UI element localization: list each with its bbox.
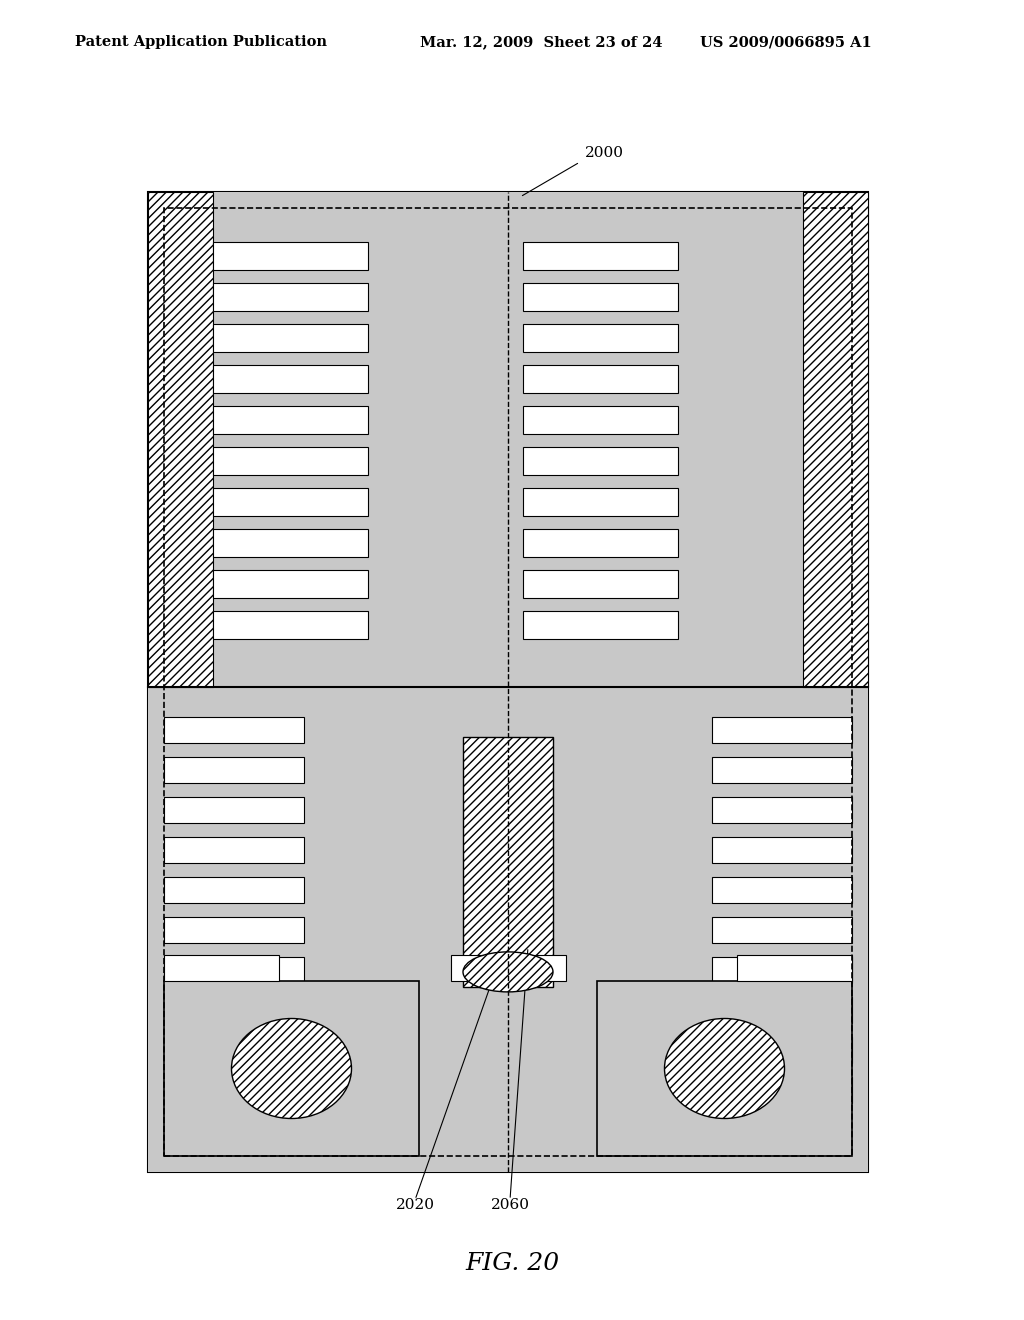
- Bar: [164, 954, 279, 981]
- Text: US 2009/0066895 A1: US 2009/0066895 A1: [700, 36, 871, 49]
- Bar: [712, 756, 852, 783]
- Bar: [523, 242, 678, 271]
- Bar: [164, 1038, 304, 1063]
- Bar: [164, 957, 304, 983]
- Bar: [148, 191, 213, 686]
- Bar: [213, 242, 368, 271]
- Bar: [712, 717, 852, 743]
- Bar: [712, 1077, 852, 1104]
- Ellipse shape: [665, 1019, 784, 1118]
- Text: 2060: 2060: [490, 1199, 529, 1212]
- Bar: [737, 954, 852, 981]
- Ellipse shape: [463, 952, 553, 991]
- Bar: [523, 447, 678, 475]
- Bar: [712, 997, 852, 1023]
- Bar: [523, 366, 678, 393]
- Bar: [712, 957, 852, 983]
- Bar: [213, 447, 368, 475]
- Bar: [164, 876, 304, 903]
- Bar: [148, 191, 868, 1172]
- Bar: [712, 876, 852, 903]
- Text: 2020: 2020: [395, 1199, 434, 1212]
- Bar: [523, 529, 678, 557]
- Bar: [712, 1038, 852, 1063]
- Bar: [164, 797, 304, 822]
- Text: 2000: 2000: [585, 147, 624, 160]
- Text: Mar. 12, 2009  Sheet 23 of 24: Mar. 12, 2009 Sheet 23 of 24: [420, 36, 663, 49]
- Bar: [164, 837, 304, 863]
- Bar: [164, 981, 419, 1156]
- Bar: [451, 954, 566, 981]
- Bar: [523, 323, 678, 352]
- Bar: [712, 837, 852, 863]
- Bar: [213, 323, 368, 352]
- Bar: [213, 611, 368, 639]
- Bar: [803, 191, 868, 686]
- Bar: [148, 191, 868, 686]
- Bar: [523, 282, 678, 312]
- Ellipse shape: [231, 1019, 351, 1118]
- Bar: [213, 488, 368, 516]
- Bar: [523, 611, 678, 639]
- Bar: [213, 529, 368, 557]
- Bar: [712, 917, 852, 942]
- Bar: [523, 488, 678, 516]
- Bar: [597, 981, 852, 1156]
- Bar: [164, 756, 304, 783]
- Bar: [164, 997, 304, 1023]
- Bar: [712, 797, 852, 822]
- Bar: [164, 917, 304, 942]
- Bar: [213, 407, 368, 434]
- Bar: [213, 366, 368, 393]
- Bar: [164, 717, 304, 743]
- Bar: [164, 1077, 304, 1104]
- Text: Patent Application Publication: Patent Application Publication: [75, 36, 327, 49]
- Bar: [164, 209, 852, 1156]
- Bar: [148, 686, 868, 1172]
- Bar: [463, 737, 553, 987]
- Text: FIG. 20: FIG. 20: [465, 1251, 559, 1275]
- Bar: [213, 570, 368, 598]
- Bar: [523, 570, 678, 598]
- Bar: [213, 282, 368, 312]
- Bar: [523, 407, 678, 434]
